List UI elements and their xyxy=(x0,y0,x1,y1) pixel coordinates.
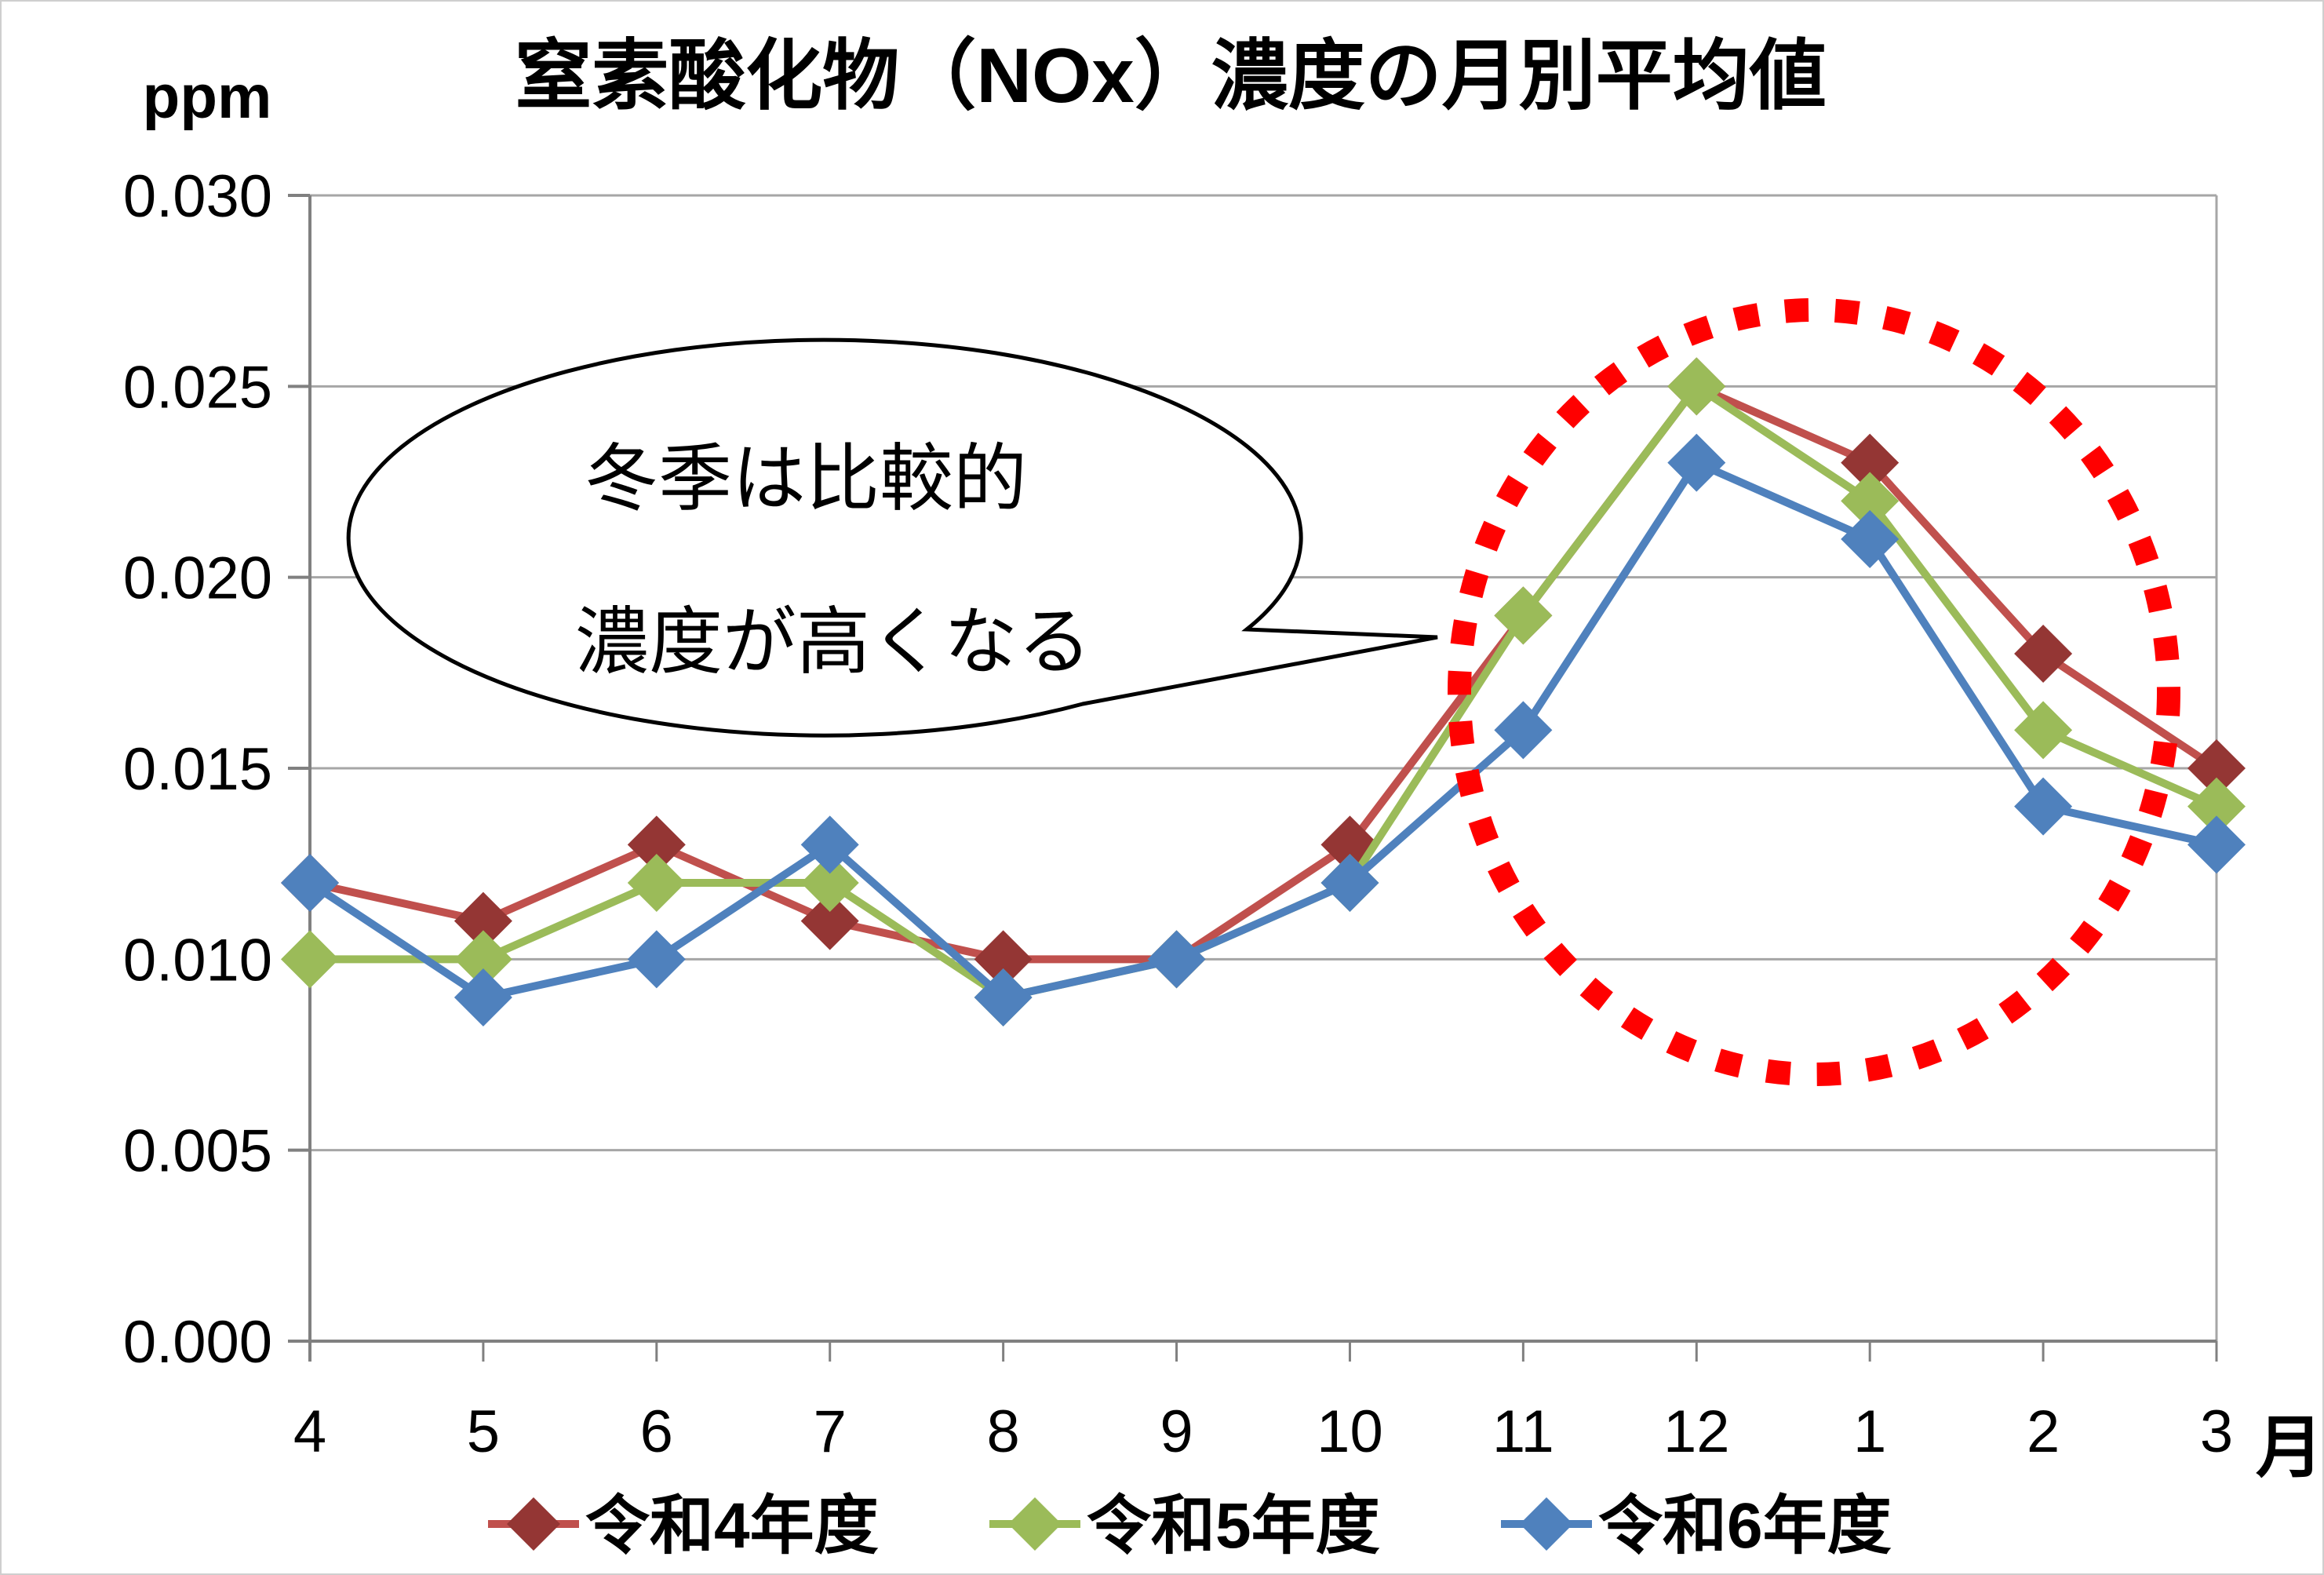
x-tick-label: 4 xyxy=(293,1398,326,1465)
series-marker xyxy=(1147,930,1206,989)
x-axis-unit: 月 xyxy=(2256,1410,2323,1486)
x-tick-label: 8 xyxy=(986,1398,1019,1465)
y-tick-label: 0.020 xyxy=(123,545,272,612)
series-marker xyxy=(1494,701,1553,760)
legend-marker-swatch xyxy=(507,1497,560,1551)
annotation-line-1: 冬季は比較的 xyxy=(585,437,1027,520)
series-marker xyxy=(627,815,686,874)
highlight-circle xyxy=(1448,298,2180,1086)
series-marker xyxy=(281,930,339,989)
x-tick-label: 12 xyxy=(1663,1398,1730,1465)
y-tick-label: 0.000 xyxy=(123,1309,272,1376)
legend-label: 令和6年度 xyxy=(1598,1490,1892,1562)
legend-label: 令和5年度 xyxy=(1087,1490,1380,1562)
chart-title: 窒素酸化物（NOx）濃度の月別平均値 xyxy=(515,32,1827,118)
legend-marker-swatch xyxy=(1008,1497,1062,1551)
y-tick-label: 0.025 xyxy=(123,354,272,421)
x-axis-labels: 4 5 6 7 8 9 10 11 12 1 2 3 xyxy=(293,1398,2233,1465)
series-marker xyxy=(627,854,686,912)
x-tick-label: 11 xyxy=(1492,1398,1554,1465)
series-marker xyxy=(800,854,859,912)
series-marker xyxy=(974,968,1033,1026)
series-line xyxy=(306,382,2220,964)
series-marker xyxy=(1320,854,1379,912)
series-marker xyxy=(1667,433,1726,492)
series-marker xyxy=(2014,625,2073,683)
x-tick-label: 1 xyxy=(1853,1398,1886,1465)
x-tick-label: 9 xyxy=(1160,1398,1193,1465)
x-tick-label: 7 xyxy=(814,1398,847,1465)
series-marker xyxy=(1667,357,1726,416)
series-marker xyxy=(454,891,512,950)
series-marker xyxy=(2187,777,2246,836)
series-marker xyxy=(2187,815,2246,874)
series-line xyxy=(306,458,2220,1001)
y-axis-labels: 0.000 0.005 0.010 0.015 0.020 0.025 0.030 xyxy=(123,163,272,1376)
series-marker xyxy=(1841,433,1900,492)
series-marker xyxy=(454,968,512,1026)
annotation-line-2: 濃度が高くなる xyxy=(575,600,1091,683)
series-marker xyxy=(2014,701,2073,760)
speech-bubble-shape xyxy=(346,337,1438,738)
x-tick-label: 10 xyxy=(1317,1398,1383,1465)
series-marker xyxy=(1841,472,1900,530)
series-marker xyxy=(281,854,339,912)
legend-item: 令和4年度 xyxy=(488,1490,879,1562)
series-marker xyxy=(1841,510,1900,568)
series-plot xyxy=(281,357,2246,1026)
x-tick-label: 3 xyxy=(2200,1398,2233,1465)
series-marker xyxy=(627,930,686,989)
legend-item: 令和5年度 xyxy=(989,1490,1380,1562)
x-tick-label: 6 xyxy=(640,1398,673,1465)
series-marker xyxy=(454,930,512,989)
series-marker xyxy=(800,891,859,950)
legend-marker-swatch xyxy=(1520,1497,1573,1551)
series-marker xyxy=(2014,777,2073,836)
legend: 令和4年度 令和5年度 令和6年度 xyxy=(488,1490,1892,1562)
series-marker xyxy=(2187,739,2246,797)
x-tick-label: 5 xyxy=(467,1398,500,1465)
series-marker xyxy=(1494,586,1553,645)
legend-item: 令和6年度 xyxy=(1501,1490,1892,1562)
x-tick-label: 2 xyxy=(2027,1398,2060,1465)
y-tick-label: 0.015 xyxy=(123,736,272,803)
series-marker xyxy=(800,815,859,874)
annotation-bubble: 冬季は比較的 濃度が高くなる xyxy=(346,337,1438,738)
series-3 xyxy=(281,433,2246,1026)
y-tick-label: 0.030 xyxy=(123,163,272,230)
y-tick-label: 0.005 xyxy=(123,1118,272,1185)
legend-label: 令和4年度 xyxy=(585,1490,879,1562)
y-axis-unit: ppm xyxy=(143,62,272,131)
series-marker xyxy=(974,930,1033,989)
y-tick-label: 0.010 xyxy=(123,927,272,993)
